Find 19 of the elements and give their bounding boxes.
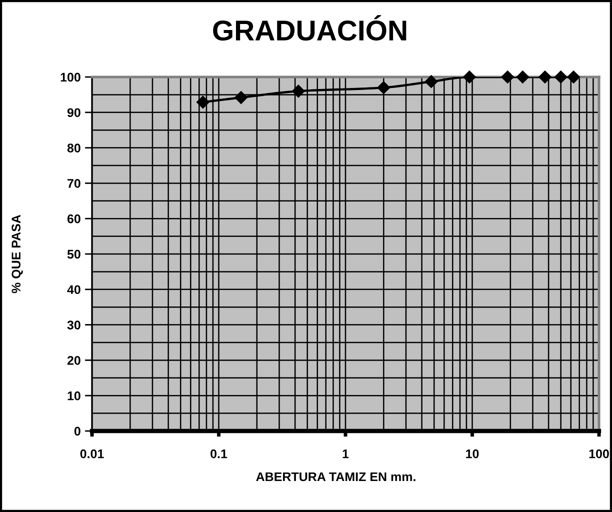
y-axis-title: % QUE PASA [12, 214, 23, 294]
y-tick-label: 50 [67, 250, 80, 259]
y-tick-label: 0 [74, 426, 80, 436]
y-tick-label: 40 [67, 285, 80, 294]
x-tick-label: 1 [342, 450, 349, 458]
y-tick-label: 10 [68, 391, 80, 400]
y-tick-label: 80 [67, 144, 80, 152]
x-tick-label: 100 [589, 449, 609, 458]
y-tick-label: 90 [67, 108, 80, 118]
chart-title: GRADUACIÓN [213, 15, 406, 41]
x-axis-title: ABERTURA TAMIZ EN mm. [256, 472, 416, 482]
y-tick-label: 30 [67, 320, 80, 330]
x-tick-label: 0.01 [80, 449, 104, 458]
y-tick-label: 20 [67, 356, 80, 365]
y-tick-label: 70 [68, 179, 80, 188]
y-tick-label: 60 [67, 214, 80, 224]
x-tick-label: 0.1 [210, 449, 228, 458]
x-tick-label: 10 [466, 449, 479, 458]
y-tick-label: 100 [60, 72, 80, 82]
